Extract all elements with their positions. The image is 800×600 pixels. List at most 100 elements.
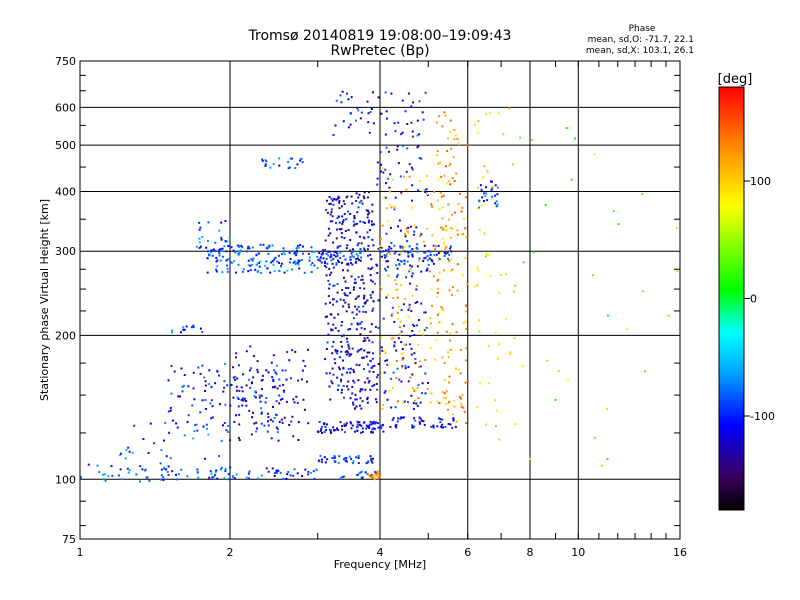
data-point bbox=[368, 229, 371, 232]
data-point bbox=[275, 400, 278, 403]
data-point bbox=[350, 457, 353, 460]
data-point bbox=[353, 281, 356, 284]
data-point bbox=[358, 423, 361, 426]
data-point bbox=[460, 397, 463, 400]
data-point bbox=[410, 121, 413, 124]
data-point bbox=[347, 306, 350, 309]
data-point bbox=[330, 380, 333, 383]
data-point bbox=[407, 366, 410, 369]
data-point bbox=[490, 189, 493, 192]
data-point bbox=[255, 263, 258, 266]
data-point bbox=[242, 373, 245, 376]
data-point bbox=[210, 251, 213, 254]
data-point bbox=[318, 420, 321, 423]
data-point bbox=[238, 389, 241, 392]
data-point bbox=[464, 227, 467, 230]
data-point bbox=[337, 245, 340, 248]
data-point bbox=[505, 273, 508, 276]
data-point bbox=[379, 245, 382, 248]
data-point bbox=[444, 165, 447, 168]
data-point bbox=[326, 262, 329, 265]
data-point bbox=[299, 159, 302, 162]
data-point bbox=[259, 400, 262, 403]
data-point bbox=[87, 463, 90, 466]
data-point bbox=[421, 382, 424, 385]
data-point bbox=[428, 257, 431, 260]
data-point bbox=[641, 193, 644, 196]
data-point bbox=[357, 254, 360, 257]
data-point bbox=[329, 232, 332, 235]
data-point bbox=[417, 384, 420, 387]
data-point bbox=[491, 195, 494, 198]
data-point bbox=[289, 474, 292, 477]
data-point bbox=[421, 333, 424, 336]
data-point bbox=[194, 424, 197, 427]
data-point bbox=[226, 240, 229, 243]
data-point bbox=[308, 256, 311, 259]
data-point bbox=[353, 286, 356, 289]
data-point bbox=[421, 111, 424, 114]
data-point bbox=[429, 401, 432, 404]
data-point bbox=[216, 477, 219, 480]
data-point bbox=[361, 388, 364, 391]
data-point bbox=[293, 401, 296, 404]
data-point bbox=[364, 339, 367, 342]
data-point bbox=[229, 439, 232, 442]
data-point bbox=[220, 238, 223, 241]
data-point bbox=[400, 330, 403, 333]
data-point bbox=[394, 406, 397, 409]
data-point bbox=[359, 397, 362, 400]
data-point bbox=[318, 259, 321, 262]
data-point bbox=[265, 397, 268, 400]
data-point bbox=[367, 236, 370, 239]
data-point bbox=[407, 380, 410, 383]
data-point bbox=[348, 347, 351, 350]
data-point bbox=[346, 92, 349, 95]
data-point bbox=[478, 200, 481, 203]
data-point bbox=[347, 263, 350, 266]
chart-title: Tromsø 20140819 19:08:00–19:09:43 bbox=[248, 28, 512, 44]
data-point bbox=[351, 248, 354, 251]
data-point bbox=[328, 196, 331, 199]
data-point bbox=[182, 326, 185, 329]
data-point bbox=[324, 239, 327, 242]
data-point bbox=[312, 470, 315, 473]
data-point bbox=[266, 420, 269, 423]
data-point bbox=[414, 389, 417, 392]
data-point bbox=[201, 364, 204, 367]
data-point bbox=[233, 260, 236, 263]
data-point bbox=[352, 368, 355, 371]
data-point bbox=[338, 455, 341, 458]
data-point bbox=[366, 231, 369, 234]
data-point bbox=[372, 474, 375, 477]
data-point bbox=[326, 211, 329, 214]
data-point bbox=[336, 252, 339, 255]
data-point bbox=[357, 276, 360, 279]
data-point bbox=[462, 406, 465, 409]
data-point bbox=[267, 371, 270, 374]
data-point bbox=[419, 417, 422, 420]
data-point bbox=[364, 301, 367, 304]
data-point bbox=[342, 305, 345, 308]
data-point bbox=[215, 469, 218, 472]
data-point bbox=[187, 414, 190, 417]
data-point bbox=[341, 425, 344, 428]
data-point bbox=[356, 322, 359, 325]
data-point bbox=[411, 130, 414, 133]
data-point bbox=[371, 280, 374, 283]
data-point bbox=[424, 327, 427, 330]
data-point bbox=[440, 226, 443, 229]
data-point bbox=[384, 133, 387, 136]
data-point bbox=[183, 328, 186, 331]
data-point bbox=[332, 284, 335, 287]
data-point bbox=[342, 366, 345, 369]
data-point bbox=[367, 112, 370, 115]
data-point bbox=[210, 472, 213, 475]
data-point bbox=[459, 396, 462, 399]
data-point bbox=[259, 260, 262, 263]
data-point bbox=[447, 355, 450, 358]
data-point bbox=[406, 147, 409, 150]
data-point bbox=[419, 180, 422, 183]
data-point bbox=[351, 401, 354, 404]
data-point bbox=[430, 425, 433, 428]
